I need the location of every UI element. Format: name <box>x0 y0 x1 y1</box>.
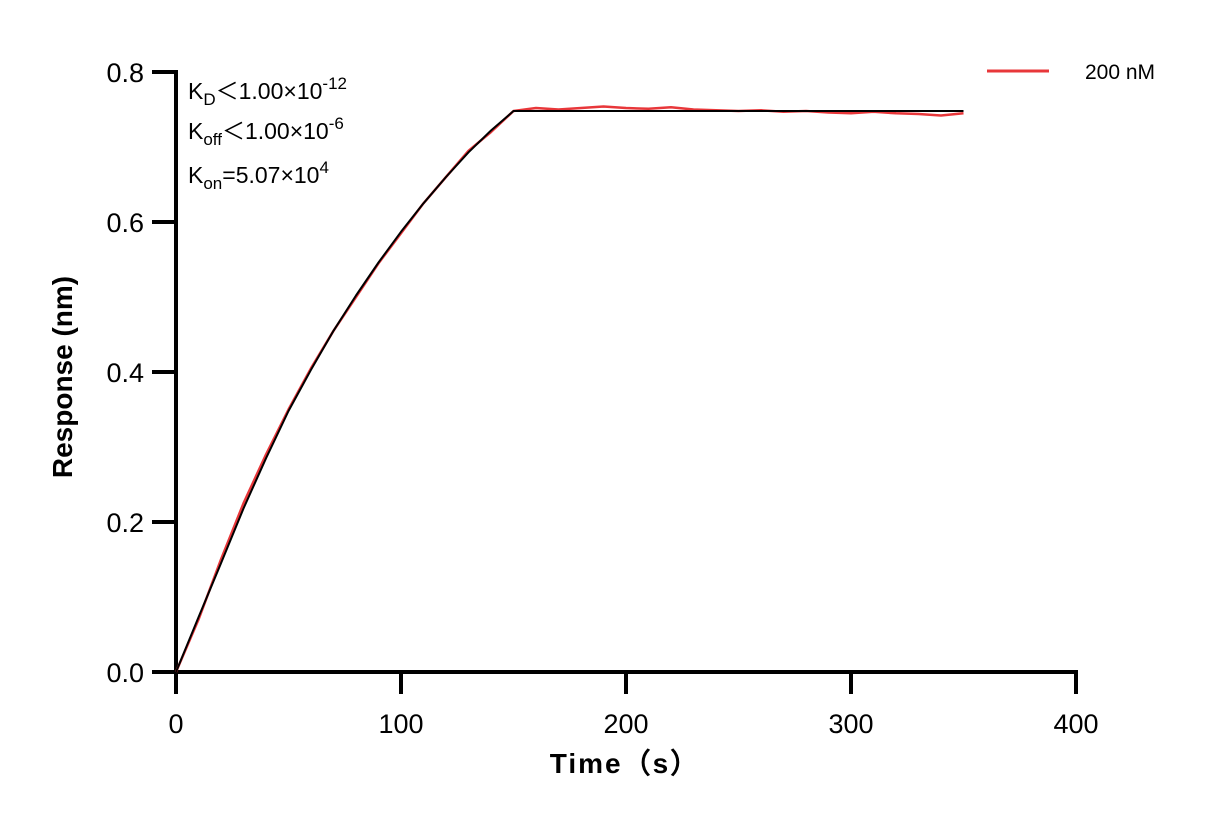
x-axis-ticks: 0 100 200 300 400 <box>168 672 1099 739</box>
y-tick-label: 0.2 <box>106 508 144 538</box>
x-tick-label: 300 <box>828 709 873 739</box>
y-tick-label: 0.8 <box>106 58 144 88</box>
kinetics-annotations: KD＜1.00×10-12 Koff＜1.00×10-6 Kon=5.07×104 <box>188 74 347 193</box>
x-axis-title: Time（s） <box>550 747 700 779</box>
legend-label: 200 nM <box>1085 61 1155 84</box>
series-200nm-line <box>174 105 964 673</box>
x-tick-label: 100 <box>378 709 423 739</box>
x-tick-label: 200 <box>603 709 648 739</box>
y-tick-label: 0.6 <box>106 208 144 238</box>
fit-curve-line <box>175 110 964 673</box>
y-axis-ticks: 0.0 0.2 0.4 0.6 0.8 <box>106 58 176 688</box>
y-tick-label: 0.0 <box>106 658 144 688</box>
legend: 200 nM <box>987 61 1155 84</box>
y-tick-label: 0.4 <box>106 358 144 388</box>
y-axis-title: Response (nm) <box>47 276 78 478</box>
kinetics-annotation-d: KD＜1.00×10-12 <box>188 74 347 109</box>
x-tick-label: 0 <box>168 709 183 739</box>
kinetics-annotation-on: Kon=5.07×104 <box>188 158 329 193</box>
x-tick-label: 400 <box>1053 709 1098 739</box>
kinetics-annotation-off: Koff＜1.00×10-6 <box>188 114 344 149</box>
series-layer <box>174 105 964 673</box>
